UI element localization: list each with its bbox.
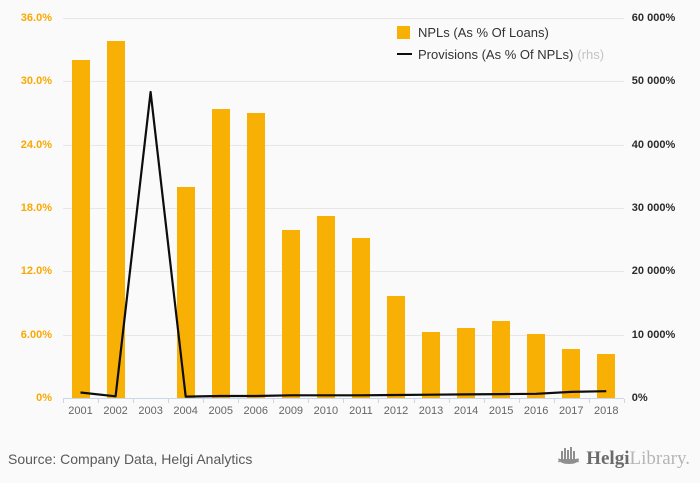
x-axis-tick: [483, 399, 485, 404]
x-axis-tick: [518, 399, 520, 404]
y-axis-label-right: 30 000%: [631, 202, 676, 214]
x-axis-tick: [553, 399, 555, 404]
x-axis-line: [63, 398, 624, 400]
bar-2010: [316, 216, 335, 399]
line-series-swatch-icon: [397, 53, 412, 55]
bar-2018: [597, 353, 616, 399]
x-axis-label: 2001: [68, 405, 93, 418]
bar-2017: [562, 348, 581, 399]
helgi-library-logo[interactable]: Helgi Library.: [557, 445, 690, 468]
source-text: Source: Company Data, Helgi Analytics: [8, 451, 253, 467]
y-axis-label-left: 12.0%: [20, 265, 52, 278]
x-axis-tick: [588, 399, 590, 404]
x-axis-tick: [203, 399, 205, 404]
legend-item-npls[interactable]: NPLs (As % Of Loans): [397, 21, 604, 43]
helgi-ship-icon: [558, 447, 580, 464]
logo-text-library: Library.: [629, 448, 691, 469]
x-axis-label: 2018: [594, 405, 619, 418]
x-axis-tick: [273, 399, 275, 404]
bar-2005: [211, 108, 230, 399]
x-axis-tick: [168, 399, 170, 404]
legend-item-provisions[interactable]: Provisions (As % Of NPLs) (rhs): [397, 43, 604, 65]
x-axis-tick: [448, 399, 450, 404]
y-axis-label-right: 20 000%: [631, 265, 676, 278]
bar-2014: [457, 328, 476, 399]
logo-text-helgi: Helgi: [586, 448, 630, 469]
y-axis-label-left: 30.0%: [20, 75, 52, 88]
x-axis-label: 2006: [243, 405, 269, 418]
bar-2004: [176, 186, 195, 399]
gridline: [63, 208, 624, 209]
legend-rhs-tag: (rhs): [577, 46, 605, 62]
y-axis-label-left: 0%: [36, 392, 52, 405]
y-axis-label-left: 18.0%: [20, 202, 52, 214]
bar-2002: [106, 41, 125, 399]
x-axis-tick: [63, 399, 64, 404]
x-axis-tick: [133, 399, 135, 404]
x-axis-tick: [98, 399, 100, 404]
x-axis-label: 2017: [558, 405, 584, 418]
x-axis-label: 2011: [349, 405, 373, 418]
x-axis-tick: [343, 399, 345, 404]
x-axis-tick: [623, 399, 625, 404]
x-axis-label: 2016: [523, 405, 549, 418]
bar-series-swatch-icon: [397, 25, 410, 39]
gridline: [63, 17, 624, 19]
bar-2016: [527, 333, 546, 399]
x-axis-tick: [238, 399, 240, 404]
y-axis-label-right: 40 000%: [631, 138, 676, 151]
x-axis-label: 2002: [103, 405, 128, 418]
y-axis-label-right: 10 000%: [631, 328, 676, 341]
y-axis-label-left: 36.0%: [20, 11, 52, 24]
x-axis-label: 2005: [208, 405, 233, 418]
y-axis-label-left: 6.00%: [20, 328, 52, 341]
y-axis-label-right: 0%: [631, 392, 648, 405]
x-axis-label: 2003: [138, 405, 163, 418]
x-axis-label: 2014: [453, 405, 479, 418]
x-axis-label: 2015: [488, 405, 514, 418]
legend-label-npls: NPLs (As % Of Loans): [418, 24, 549, 40]
gridline: [63, 144, 624, 146]
y-axis-label-right: 60 000%: [631, 11, 676, 24]
x-axis-tick: [308, 399, 310, 404]
bar-2012: [386, 295, 405, 399]
bar-2011: [351, 237, 370, 399]
bar-2009: [281, 230, 300, 399]
bar-2015: [492, 321, 511, 399]
bar-2001: [71, 60, 90, 399]
legend: NPLs (As % Of Loans) Provisions (As % Of…: [397, 21, 604, 65]
y-axis-label-right: 50 000%: [631, 75, 676, 88]
bar-2006: [246, 112, 265, 399]
gridline: [63, 271, 624, 273]
gridline: [63, 81, 624, 83]
x-axis-label: 2009: [278, 405, 304, 418]
legend-label-provisions: Provisions (As % Of NPLs): [418, 46, 574, 62]
bar-2013: [422, 331, 441, 399]
x-axis-label: 2010: [313, 405, 339, 418]
y-axis-label-left: 24.0%: [20, 138, 52, 151]
x-axis-label: 2004: [173, 405, 198, 418]
x-axis-tick: [413, 399, 415, 404]
x-axis-label: 2012: [383, 405, 409, 418]
x-axis-tick: [378, 399, 380, 404]
x-axis-label: 2013: [418, 405, 444, 418]
